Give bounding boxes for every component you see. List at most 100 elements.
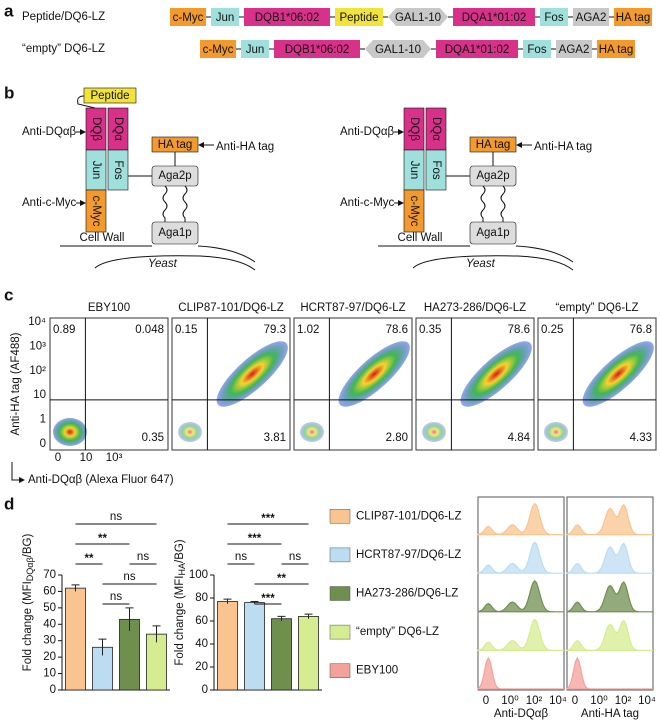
antibody-label: Anti-HA tag [534, 141, 592, 153]
domain-label: c-Myc [408, 196, 420, 227]
plot-title: HCRT87-97/DQ6-LZ [300, 302, 405, 314]
disulfide [182, 185, 188, 222]
construct-part-label: HA tag [599, 44, 634, 56]
quadrant-value: 78.6 [508, 324, 530, 336]
construct-part [556, 40, 592, 58]
histogram [477, 618, 564, 651]
ha-label: HA tag [476, 139, 511, 151]
histogram [566, 619, 653, 651]
domain-label: DQβ [408, 117, 420, 141]
construct-part-label: AGA2 [559, 44, 590, 56]
significance-label: ns [123, 571, 135, 583]
construct-name: “empty” DQ6-LZ [22, 43, 105, 55]
bar [244, 602, 265, 691]
y-tick-label: 10 [43, 668, 56, 680]
ha-label: HA tag [158, 139, 193, 151]
y-tick-label: 0 [202, 684, 208, 696]
domain [85, 189, 107, 233]
domain [403, 189, 425, 233]
quadrant-value: 79.3 [264, 324, 286, 336]
quadrant-value: 78.6 [386, 324, 408, 336]
aga2p-label: Aga2p [476, 170, 509, 182]
y-tick-label: 80 [195, 592, 208, 604]
construct-part [540, 8, 568, 26]
significance-label: ns [110, 511, 122, 523]
histogram [477, 502, 564, 536]
x-axis-label: Anti-DQαβ (Alexa Fluor 647) [28, 474, 174, 486]
significance-label: ns [289, 551, 301, 563]
panel-label: b [4, 83, 14, 102]
legend-swatch [329, 663, 351, 678]
cell-wall-label: Cell Wall [398, 232, 443, 244]
construct-part [211, 8, 239, 26]
quadrant-value: 1.02 [297, 324, 319, 336]
density [53, 418, 87, 446]
label-part: Fold change (MFI [22, 581, 34, 671]
label-part: /BG) [174, 539, 186, 563]
construct-part [573, 8, 609, 26]
density [338, 341, 410, 407]
panel-label: a [4, 1, 14, 20]
density [178, 422, 202, 442]
construct-part [453, 8, 535, 26]
legend-label: HCRT87-97/DQ6-LZ [356, 549, 461, 561]
bar [271, 618, 292, 691]
construct-part [170, 8, 206, 26]
construct-part-label: Peptide [339, 12, 378, 24]
x-tick-label: 10³ [106, 452, 123, 464]
density [544, 422, 568, 442]
yeast-membrane [412, 255, 574, 271]
density [460, 341, 532, 407]
construct-part-label: Fos [544, 12, 563, 24]
significance-label: ns [235, 551, 247, 563]
disulfide [500, 185, 506, 222]
error-bar [125, 607, 134, 631]
histogram [477, 541, 564, 574]
aga1p [469, 221, 517, 245]
yeast-label: Yeast [466, 258, 496, 270]
domain-label: c-Myc [90, 196, 102, 227]
cell-wall [60, 245, 256, 263]
histogram [566, 542, 653, 574]
quadrant-value: 0.048 [135, 324, 164, 336]
histogram [566, 656, 653, 690]
y-tick-label: 30 [43, 635, 56, 647]
construct-part-label: c-Myc [173, 12, 204, 24]
construct-part [241, 40, 269, 58]
significance-label: *** [261, 593, 275, 605]
error-bar [277, 615, 286, 621]
significance-label: ns [110, 591, 122, 603]
legend-label: CLIP87-101/DQ6-LZ [356, 510, 461, 522]
cell-wall-label: Cell Wall [80, 232, 125, 244]
peptide-label: Peptide [90, 90, 129, 102]
error-bar [304, 613, 313, 619]
y-axis-label: Anti-HA tag (AF488) [10, 332, 22, 435]
domain-label: Fos [430, 160, 442, 179]
significance-label: ns [137, 551, 149, 563]
histogram-frame [566, 496, 654, 691]
domain-label: Jun [90, 161, 102, 180]
error-bar [98, 638, 107, 656]
label-sub: HA [177, 563, 187, 576]
peptide [83, 87, 137, 104]
y-tick-label: 40 [195, 638, 208, 650]
yeast-label: Yeast [148, 258, 178, 270]
significance-label: *** [248, 533, 262, 545]
construct-part [244, 8, 330, 26]
construct-part [597, 40, 635, 58]
legend-label: HA273-286/DQ6-LZ [356, 588, 458, 600]
x-tick-label: 10⁰ [501, 695, 519, 707]
quadrant-value: 4.33 [630, 432, 652, 444]
y-tick-label: 20 [195, 661, 208, 673]
linker [77, 95, 96, 109]
x-tick-label: 10 [80, 452, 93, 464]
error-bar [250, 600, 259, 604]
yeast-membrane [94, 255, 256, 271]
y-tick-label: 60 [43, 585, 56, 597]
density [422, 422, 446, 442]
significance-label: *** [261, 513, 275, 525]
domain [425, 149, 447, 191]
y-tick-label: 0 [40, 438, 46, 450]
bar [146, 633, 167, 691]
